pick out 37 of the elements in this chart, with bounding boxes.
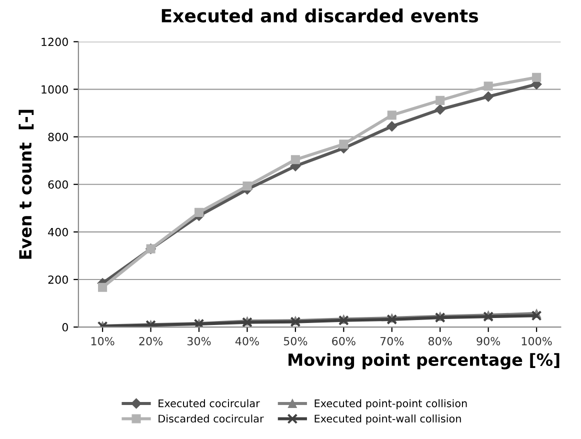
- x-tick-label: 20%: [139, 336, 163, 346]
- point: [339, 140, 348, 149]
- legend-label: Discarded cocircular: [158, 414, 264, 423]
- x-tick-label: 50%: [284, 336, 308, 346]
- y-tick-label: 0: [62, 323, 68, 332]
- x-tick-label: 100%: [522, 336, 552, 346]
- point: [483, 91, 494, 102]
- point: [532, 72, 542, 82]
- y-tick-label: 1000: [42, 85, 68, 94]
- x-tick-label: 80%: [428, 336, 452, 346]
- point: [436, 96, 445, 105]
- x-tick-label: 70%: [380, 336, 404, 346]
- point: [484, 82, 493, 91]
- y-tick-label: 400: [48, 228, 68, 236]
- y-axis-title: Even t count [-]: [18, 110, 34, 259]
- legend-label: Executed point-wall collision: [314, 414, 461, 425]
- x-tick-label: 90%: [476, 336, 500, 346]
- point: [386, 121, 398, 132]
- legend-label: Executed cocircular: [158, 399, 260, 408]
- point: [98, 282, 108, 292]
- x-tick-label: 40%: [235, 336, 259, 346]
- x-tick-label: 10%: [91, 336, 114, 346]
- x-tick-label: 30%: [187, 336, 211, 346]
- chart-title: Executed and discarded events: [162, 8, 478, 23]
- point: [290, 155, 300, 164]
- point: [194, 208, 204, 217]
- point: [531, 310, 542, 321]
- y-tick-label: 800: [48, 132, 68, 142]
- x-axis-title: Moving point percentage [%]: [288, 353, 560, 370]
- y-tick-label: 600: [48, 180, 68, 189]
- legend-label: Executed point-point collision: [314, 399, 467, 410]
- point: [242, 182, 252, 191]
- y-tick-label: 200: [48, 275, 68, 284]
- y-tick-label: 1200: [42, 38, 68, 46]
- point: [434, 104, 446, 115]
- x-tick-label: 60%: [332, 336, 356, 346]
- point: [387, 110, 396, 120]
